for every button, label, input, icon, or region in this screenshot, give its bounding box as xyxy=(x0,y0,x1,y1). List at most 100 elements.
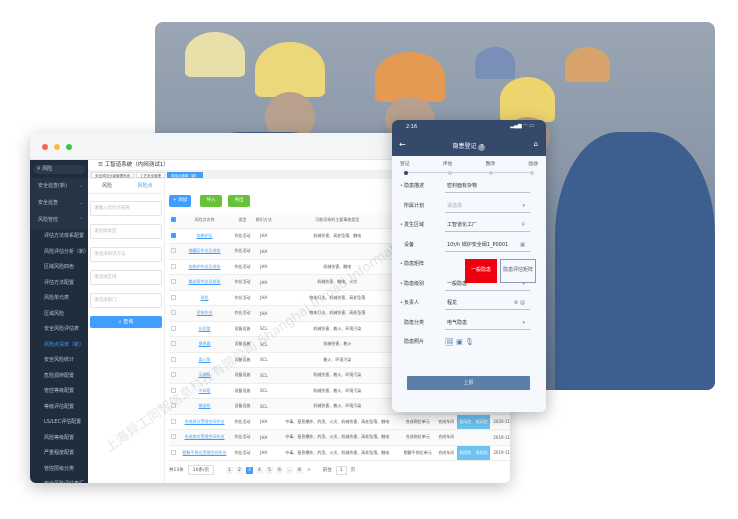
sidebar-item[interactable]: 风险评估分析（新） xyxy=(30,245,89,261)
menu-icon[interactable]: ☰ xyxy=(98,162,105,168)
goto-page-input[interactable]: 1 xyxy=(335,465,347,475)
sidebar-search-input[interactable]: ⚲ 风险 xyxy=(33,165,85,174)
field-input[interactable]: 程龙 ⚙ @ xyxy=(445,297,530,310)
close-button[interactable] xyxy=(42,144,48,150)
row-checkbox[interactable] xyxy=(169,367,178,384)
sidebar-item[interactable]: 评估方法配置 xyxy=(30,276,88,292)
field-input[interactable]: 密封面有杂物 xyxy=(445,180,530,193)
risk-point-link[interactable]: 换热器 xyxy=(177,336,232,353)
sidebar-item[interactable]: 管控等级配置 xyxy=(30,384,88,400)
row-checkbox[interactable] xyxy=(169,243,178,260)
field-input[interactable]: 一般隐患 ▾ xyxy=(445,278,530,291)
back-arrow-icon[interactable]: ← xyxy=(399,140,406,149)
page-button[interactable]: 5 xyxy=(265,466,273,474)
tab-risk[interactable]: 风险 xyxy=(101,183,112,189)
sidebar-item[interactable]: 严重程度配置 xyxy=(30,446,88,462)
row-checkbox[interactable] xyxy=(169,383,178,399)
page-size-select[interactable]: 10条/页 xyxy=(187,465,214,475)
page-button[interactable]: 6 xyxy=(275,466,283,474)
risk-point-link[interactable]: 输送泵作业及巡检 xyxy=(177,274,232,291)
filter-input[interactable]: 请输入风险点名称 xyxy=(90,201,162,216)
risk-point-link[interactable]: 合成岗位受限空间作业 xyxy=(177,414,232,430)
risk-point-link[interactable]: 反应釜 xyxy=(177,321,232,337)
sidebar-item[interactable]: 安全风险统计 xyxy=(30,353,88,369)
row-checkbox[interactable] xyxy=(169,305,178,322)
field-input[interactable]: 电气隐患 ▾ xyxy=(445,317,530,330)
sidebar-item[interactable]: 安全风险评估表汇 xyxy=(30,477,88,483)
scan-icon[interactable]: ▦ xyxy=(520,241,525,248)
page-button[interactable]: ... xyxy=(285,466,293,474)
add-button[interactable]: + 添加 xyxy=(169,195,191,207)
row-checkbox[interactable] xyxy=(169,429,178,446)
page-button[interactable]: 8 xyxy=(295,466,303,474)
sidebar-item[interactable]: 等级评估配置 xyxy=(30,400,88,416)
risk-point-link[interactable]: 压缩机 xyxy=(177,367,232,384)
row-checkbox[interactable] xyxy=(169,274,178,291)
sidebar-item[interactable]: 评估方法体系配置 xyxy=(30,229,88,245)
row-checkbox[interactable] xyxy=(169,290,178,306)
help-icon[interactable]: ? xyxy=(478,144,486,151)
filter-input[interactable]: 请选择区域 xyxy=(90,270,162,285)
maximize-button[interactable] xyxy=(66,144,72,150)
form-row: • 隐患描述 密封面有杂物 xyxy=(392,177,546,197)
tab-process-safety[interactable]: 工艺安全管理 xyxy=(136,172,165,178)
row-checkbox[interactable] xyxy=(169,445,178,461)
sidebar-item[interactable]: 风险管控 ⌃ xyxy=(30,212,88,229)
risk-point-link[interactable]: 加热炉作业及巡检 xyxy=(177,259,232,275)
field-input[interactable]: 工智道化工厂 ⚲ xyxy=(445,219,530,232)
next-page-button[interactable]: > xyxy=(306,467,311,473)
field-input[interactable]: 请选择 ▾ xyxy=(445,200,530,213)
sidebar-item[interactable]: 区域风险四色 xyxy=(30,260,88,276)
sidebar-item[interactable]: 危险源辨配置 xyxy=(30,369,88,385)
page-button[interactable]: 1 xyxy=(225,466,233,474)
sidebar-item[interactable]: 管控层级分类 xyxy=(30,462,88,478)
row-checkbox[interactable] xyxy=(169,414,178,430)
at-icon[interactable]: ⚙ @ xyxy=(513,300,525,306)
sidebar-item[interactable]: LS/LEC评估配置 xyxy=(30,415,88,431)
risk-point-link[interactable]: 离心泵 xyxy=(177,352,232,368)
query-button[interactable]: ⌕ 查询 xyxy=(90,316,162,328)
tab-risk-point[interactable]: 风险点 xyxy=(126,179,164,193)
sidebar-item[interactable]: 区域风险 xyxy=(30,307,88,323)
risk-point-link[interactable]: 合成岗位受限空间作业 xyxy=(177,429,232,446)
row-checkbox[interactable] xyxy=(169,352,178,368)
home-icon[interactable]: ⌂ xyxy=(533,140,538,148)
row-checkbox[interactable] xyxy=(169,228,178,244)
minimize-button[interactable] xyxy=(54,144,60,150)
risk-point-link[interactable]: 输送机 xyxy=(177,398,232,415)
filter-input[interactable]: 请选择辨识方法 xyxy=(90,247,162,262)
hazard-level-tag[interactable]: 一般隐患 xyxy=(465,259,498,283)
page-button[interactable]: 4 xyxy=(255,466,263,474)
location-pin-icon[interactable]: ⚲ xyxy=(521,222,525,228)
risk-point-link[interactable]: 冷却塔 xyxy=(177,383,232,399)
select-all-checkbox[interactable] xyxy=(169,213,178,229)
page-button[interactable]: 2 xyxy=(235,466,243,474)
hazard-matrix-button[interactable]: 隐患评估矩阵 xyxy=(500,259,537,283)
row-checkbox[interactable] xyxy=(169,321,178,337)
risk-point-link[interactable]: 加热炉区 xyxy=(177,228,232,244)
sidebar-item[interactable]: 安全巡查 ⌄ xyxy=(30,195,88,212)
export-button[interactable]: 导出 xyxy=(228,195,250,207)
page-button[interactable]: 3 xyxy=(245,466,253,474)
row-checkbox[interactable] xyxy=(169,398,178,415)
sidebar-item-label: 区域风险 xyxy=(44,310,65,317)
filter-input[interactable]: 请选择部门 xyxy=(90,293,162,308)
risk-point-link[interactable]: 裂解平岗位受限空间作业 xyxy=(177,445,232,461)
risk-point-link[interactable]: 巡检 xyxy=(177,290,232,306)
form-row: • 隐患矩阵 一般隐患 隐患评估矩阵 xyxy=(392,255,546,283)
sidebar-item[interactable]: 安全风险评估表 xyxy=(30,322,88,338)
sidebar-item[interactable]: 风险单元表 xyxy=(30,291,88,307)
row-checkbox[interactable] xyxy=(169,259,178,275)
filter-input[interactable]: 请选择类型 xyxy=(90,224,162,239)
submit-button[interactable]: 上报 xyxy=(407,376,530,390)
sidebar-item[interactable]: 风险点清单（新） xyxy=(30,338,88,354)
risk-point-link[interactable]: 储罐区作业及巡检 xyxy=(177,243,232,260)
sidebar-item[interactable]: 风险等级配置 xyxy=(30,431,88,447)
tab-risk-list[interactable]: 风险点清单（新） xyxy=(167,172,203,178)
import-button[interactable]: 导入 xyxy=(200,195,222,207)
risk-point-link[interactable]: 吊装作业 xyxy=(177,305,232,322)
row-checkbox[interactable] xyxy=(169,336,178,353)
field-input[interactable]: 10t/h 锅炉安全阀1_P0001 ▦ xyxy=(445,239,530,252)
tab-risk-system[interactable]: 安全风险分级管理系统 xyxy=(91,172,134,178)
sidebar-item[interactable]: 安全巡查(新) ⌄ xyxy=(30,178,88,195)
